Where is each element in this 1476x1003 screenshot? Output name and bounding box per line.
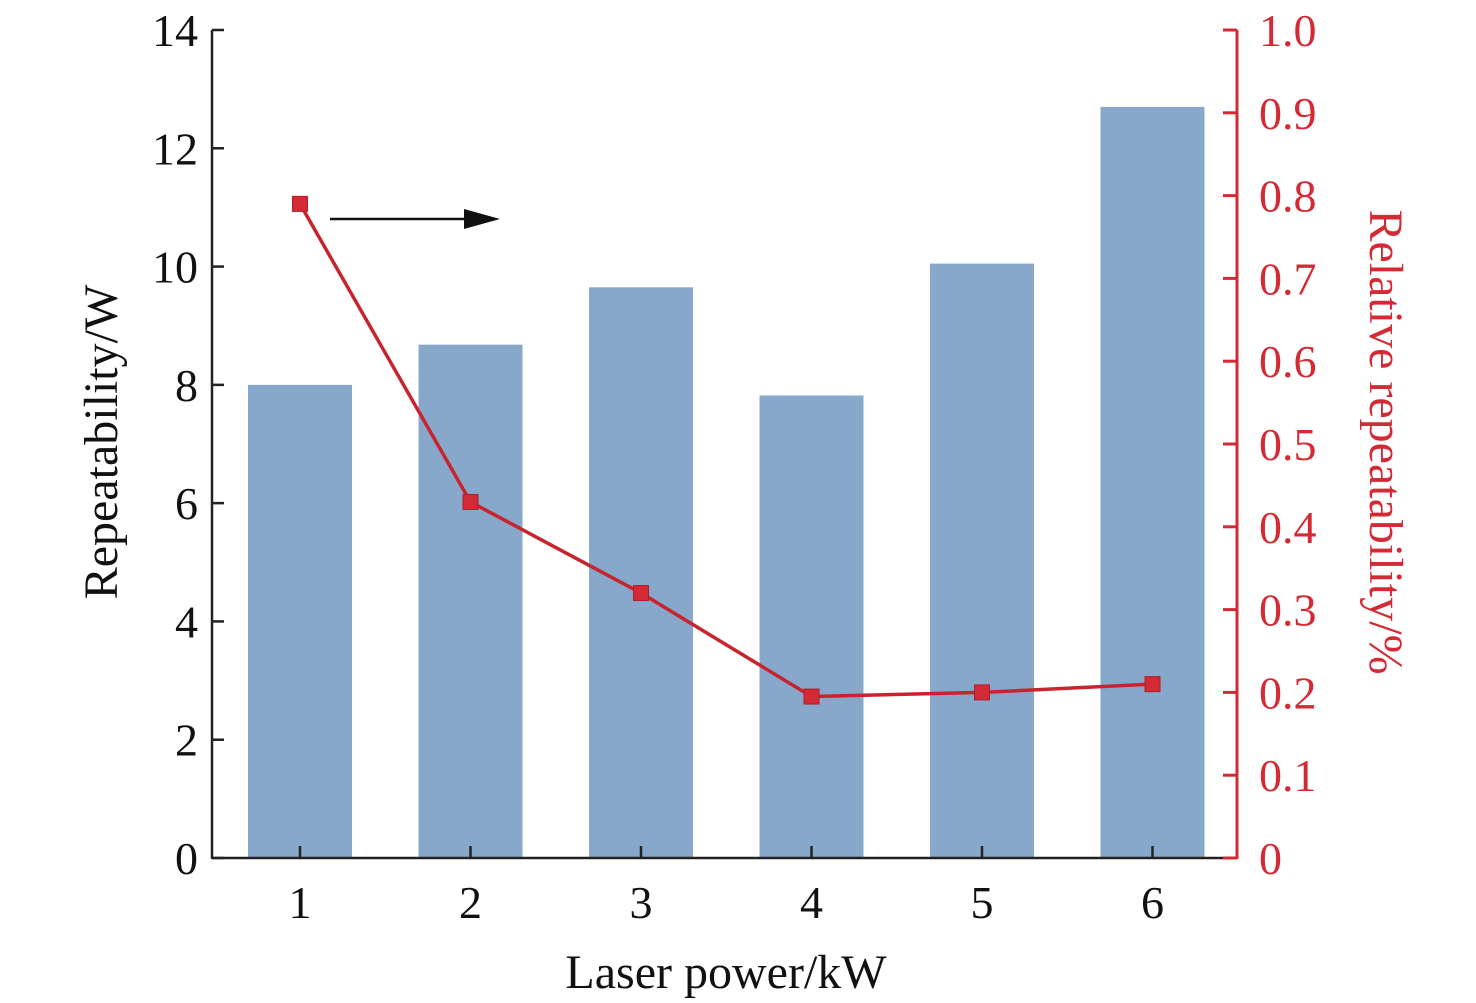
bar-4 (759, 395, 864, 858)
right-tick-label: 1.0 (1259, 5, 1317, 56)
x-ticks: 1 2 3 4 5 6 (289, 846, 1164, 928)
bar-1 (248, 384, 352, 858)
left-tick-label: 8 (175, 360, 198, 411)
line-point-5 (974, 684, 990, 701)
left-tick-label: 12 (152, 123, 198, 174)
right-tick-label: 0.6 (1259, 336, 1317, 387)
left-tick-label: 2 (175, 715, 198, 766)
relative-repeatability-line (298, 203, 1153, 699)
right-tick-label: 0.3 (1259, 585, 1317, 636)
right-tick-label: 0.2 (1259, 667, 1317, 718)
annotation-arrow (330, 209, 500, 229)
bar-5 (930, 263, 1034, 859)
left-tick-label: 10 (152, 242, 198, 293)
right-tick-label: 0.4 (1259, 502, 1317, 553)
line-point-2 (462, 493, 479, 510)
line-point-3 (633, 585, 649, 602)
x-tick-label: 5 (971, 877, 994, 928)
line-series (292, 195, 1161, 705)
right-tick-label: 0.5 (1259, 419, 1317, 470)
bar-2 (418, 344, 523, 858)
bar-series (248, 106, 1205, 859)
left-y-axis-title: Repeatability/W (75, 284, 128, 599)
right-tick-label: 0.8 (1259, 171, 1317, 222)
left-tick-label: 6 (175, 478, 198, 529)
x-axis-title: Laser power/kW (565, 946, 887, 999)
left-tick-label: 14 (152, 5, 198, 56)
bar-6 (1100, 106, 1205, 858)
x-tick-label: 3 (630, 877, 653, 928)
line-point-4 (803, 688, 820, 705)
line-point-6 (1144, 676, 1161, 693)
left-tick-label: 4 (175, 596, 198, 647)
left-tick-label: 0 (175, 833, 198, 884)
right-tick-label: 0.1 (1259, 750, 1317, 801)
line-point-1 (292, 195, 308, 212)
right-tick-label: 0.9 (1259, 88, 1317, 139)
x-tick-label: 2 (459, 877, 482, 928)
x-tick-label: 1 (289, 877, 312, 928)
right-y-ticks: 0 0.1 0.2 0.3 0.4 0.5 0.6 0.7 0.8 0.9 1.0 (1223, 5, 1317, 884)
right-tick-label: 0.7 (1259, 253, 1317, 304)
x-tick-label: 6 (1141, 877, 1164, 928)
x-tick-label: 4 (800, 877, 823, 928)
right-y-axis-title: Relative repeatability/% (1359, 209, 1412, 674)
left-y-ticks: 0 2 4 6 8 10 12 14 (152, 5, 224, 884)
right-tick-label: 0 (1259, 833, 1282, 884)
